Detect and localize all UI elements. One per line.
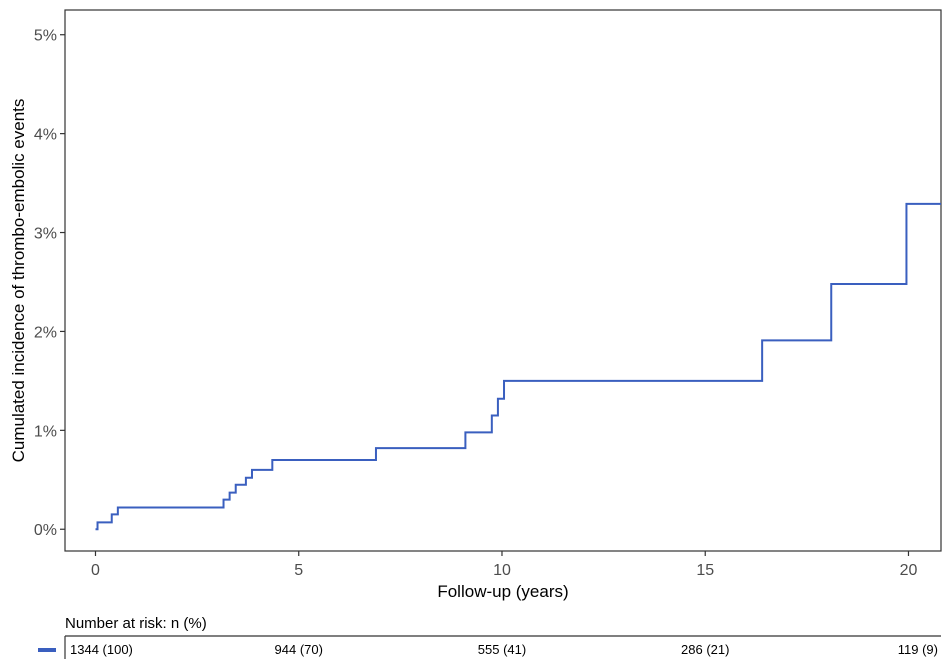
x-axis-title: Follow-up (years) [437,582,568,601]
x-tick-label: 10 [493,562,511,579]
x-tick-label: 15 [696,562,714,579]
risk-table-title: Number at risk: n (%) [65,615,207,632]
y-axis: 0% 1% 2% 3% 4% 5% [34,28,65,539]
x-tick-label: 20 [900,562,918,579]
risk-value: 555 (41) [478,642,526,657]
plot-panel [64,9,942,552]
y-tick-label: 2% [34,324,57,341]
risk-value: 286 (21) [681,642,729,657]
y-tick-label: 4% [34,127,57,144]
y-tick-label: 1% [34,423,57,440]
series-layer [95,202,941,531]
x-tick-label: 5 [294,562,303,579]
y-tick-label: 3% [34,226,57,243]
cumulative-incidence-line [95,202,941,531]
risk-table: 1344 (100) 944 (70) 555 (41) 286 (21) 119 (9… [38,635,941,659]
x-tick-label: 0 [91,562,100,579]
y-axis-title: Cumulated incidence of thrombo-embolic e… [9,99,28,463]
x-axis: 0 5 10 15 20 [91,551,917,579]
plot-border [64,9,942,552]
y-tick-label: 0% [34,522,57,539]
risk-value: 1344 (100) [70,642,133,657]
risk-value: 944 (70) [275,642,323,657]
risk-value: 119 (9) [898,642,938,657]
risk-strata-marker [38,648,56,652]
y-tick-label: 5% [34,28,57,45]
